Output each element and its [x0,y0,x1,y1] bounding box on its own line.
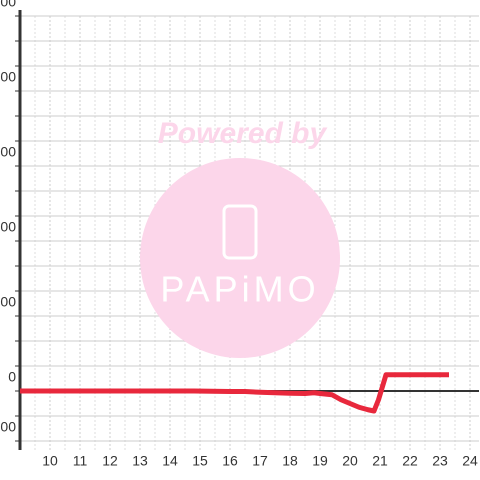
watermark-logo: PAPiMO [160,269,319,310]
x-tick-label: 20 [342,453,358,469]
x-tick-label: 14 [162,453,178,469]
watermark-title: Powered by [158,117,328,150]
watermark: Powered by PAPiMO [140,117,340,358]
data-line [20,372,449,414]
y-tick-label: 120,000 [0,69,16,85]
x-tick-label: 10 [42,453,58,469]
x-tick-label: 23 [432,453,448,469]
y-tick-label: 0 [8,369,16,385]
x-tick-label: 21 [372,453,388,469]
x-tick-label: 16 [222,453,238,469]
watermark-icon [222,204,258,260]
y-tick-label: 30,000 [0,294,16,310]
x-tick-label: 12 [102,453,118,469]
x-tick-label: 24 [462,453,478,469]
x-tick-label: 19 [312,453,328,469]
y-tick-label: 90,000 [0,144,16,160]
x-tick-label: 11 [73,453,88,469]
x-tick-label: 22 [402,453,418,469]
x-tick-label: 15 [192,453,208,469]
x-tick-label: 17 [252,453,268,469]
y-tick-label: -20,000 [0,419,16,435]
x-tick-label: 13 [132,453,148,469]
y-tick-label: 150,000 [0,0,16,10]
y-tick-label: 60,000 [0,219,16,235]
x-tick-label: 18 [282,453,298,469]
